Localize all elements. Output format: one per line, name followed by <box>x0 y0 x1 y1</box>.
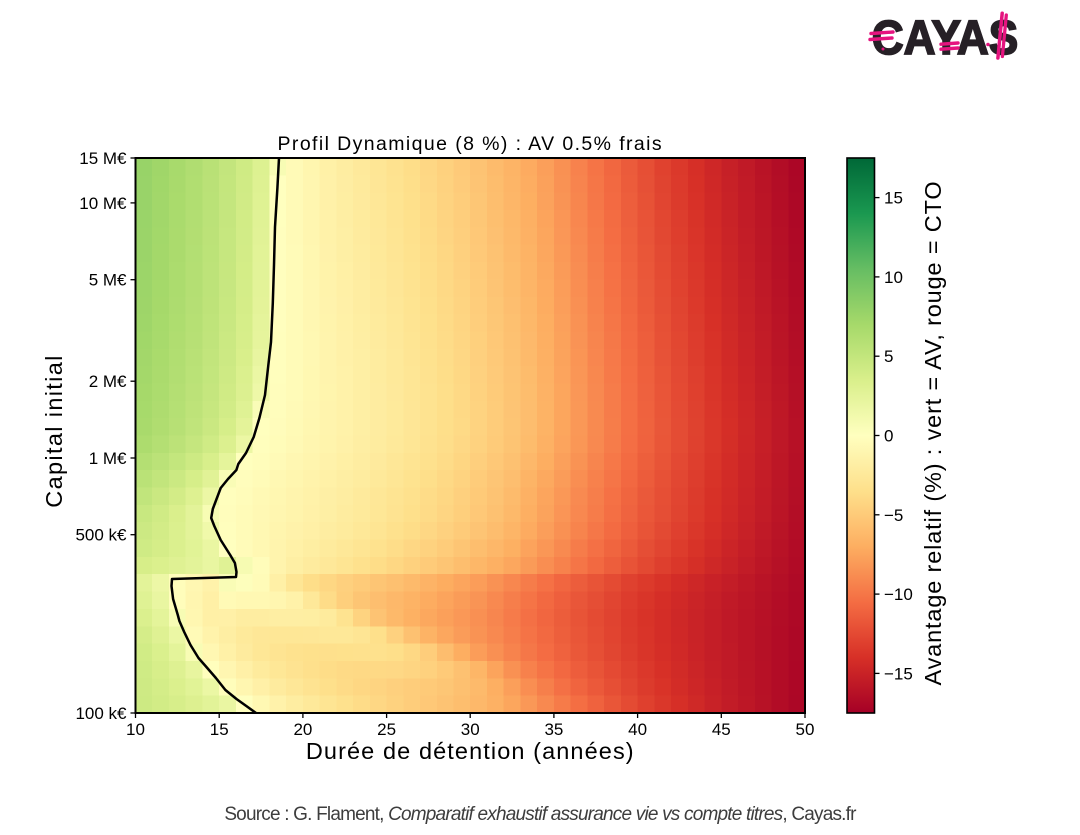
svg-text:CAYAS: CAYAS <box>872 10 1018 64</box>
svg-text:2 M€: 2 M€ <box>89 372 127 391</box>
svg-text:100 k€: 100 k€ <box>75 704 127 723</box>
svg-text:10: 10 <box>126 720 145 739</box>
svg-text:−5: −5 <box>884 506 903 525</box>
svg-text:Source : G. Flament, Comparati: Source : G. Flament, Comparatif exhausti… <box>224 804 857 825</box>
svg-text:−15: −15 <box>884 664 913 683</box>
svg-text:1 M€: 1 M€ <box>89 449 127 468</box>
svg-text:45: 45 <box>712 720 731 739</box>
svg-text:10 M€: 10 M€ <box>79 194 127 213</box>
svg-text:10: 10 <box>884 268 903 287</box>
svg-text:40: 40 <box>628 720 647 739</box>
svg-text:5: 5 <box>884 347 893 366</box>
svg-text:Durée de détention (années): Durée de détention (années) <box>306 738 635 764</box>
svg-text:20: 20 <box>293 720 312 739</box>
svg-text:15: 15 <box>210 720 229 739</box>
svg-text:−10: −10 <box>884 585 913 604</box>
svg-text:15 M€: 15 M€ <box>79 149 127 168</box>
svg-text:Profil Dynamique (8 %) : AV 0.: Profil Dynamique (8 %) : AV 0.5% frais <box>278 133 664 155</box>
svg-text:0: 0 <box>884 427 893 446</box>
svg-text:30: 30 <box>461 720 480 739</box>
svg-text:Avantage relatif (%) : vert =: Avantage relatif (%) : vert = AV, rouge … <box>920 180 946 685</box>
svg-text:5 M€: 5 M€ <box>89 271 127 290</box>
svg-text:25: 25 <box>377 720 396 739</box>
svg-text:500 k€: 500 k€ <box>75 526 127 545</box>
svg-text:50: 50 <box>796 720 815 739</box>
svg-text:15: 15 <box>884 189 903 208</box>
svg-text:35: 35 <box>544 720 563 739</box>
svg-text:Capital initial: Capital initial <box>41 354 67 507</box>
